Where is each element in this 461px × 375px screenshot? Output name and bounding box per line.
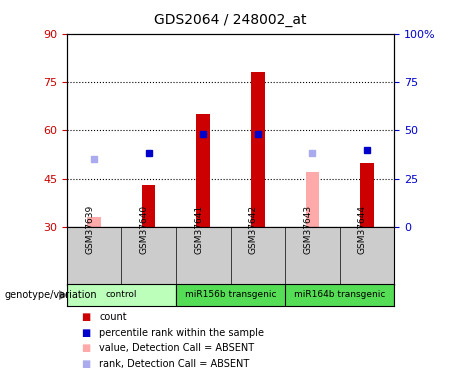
Text: GSM37640: GSM37640: [140, 205, 148, 254]
Text: ■: ■: [81, 344, 90, 353]
Bar: [67, 284, 176, 306]
Text: rank, Detection Call = ABSENT: rank, Detection Call = ABSENT: [99, 359, 249, 369]
Bar: [306, 172, 319, 227]
Bar: [87, 217, 101, 227]
Text: miR164b transgenic: miR164b transgenic: [294, 290, 385, 299]
Text: ■: ■: [81, 312, 90, 322]
Text: ■: ■: [81, 328, 90, 338]
Bar: [196, 114, 210, 227]
Bar: [176, 284, 285, 306]
Text: genotype/variation: genotype/variation: [5, 291, 97, 300]
Bar: [251, 72, 265, 227]
Text: GSM37641: GSM37641: [194, 205, 203, 254]
Text: GSM37643: GSM37643: [303, 205, 313, 254]
Text: control: control: [106, 290, 137, 299]
Bar: [360, 162, 374, 227]
Text: percentile rank within the sample: percentile rank within the sample: [99, 328, 264, 338]
Bar: [285, 284, 394, 306]
Text: GSM37639: GSM37639: [85, 205, 94, 254]
Text: GSM37644: GSM37644: [358, 205, 367, 254]
Text: ■: ■: [81, 359, 90, 369]
Text: GDS2064 / 248002_at: GDS2064 / 248002_at: [154, 13, 307, 27]
Bar: [142, 185, 155, 227]
Text: miR156b transgenic: miR156b transgenic: [185, 290, 276, 299]
Text: value, Detection Call = ABSENT: value, Detection Call = ABSENT: [99, 344, 254, 353]
Polygon shape: [59, 291, 67, 300]
Text: count: count: [99, 312, 127, 322]
Text: GSM37642: GSM37642: [249, 205, 258, 254]
